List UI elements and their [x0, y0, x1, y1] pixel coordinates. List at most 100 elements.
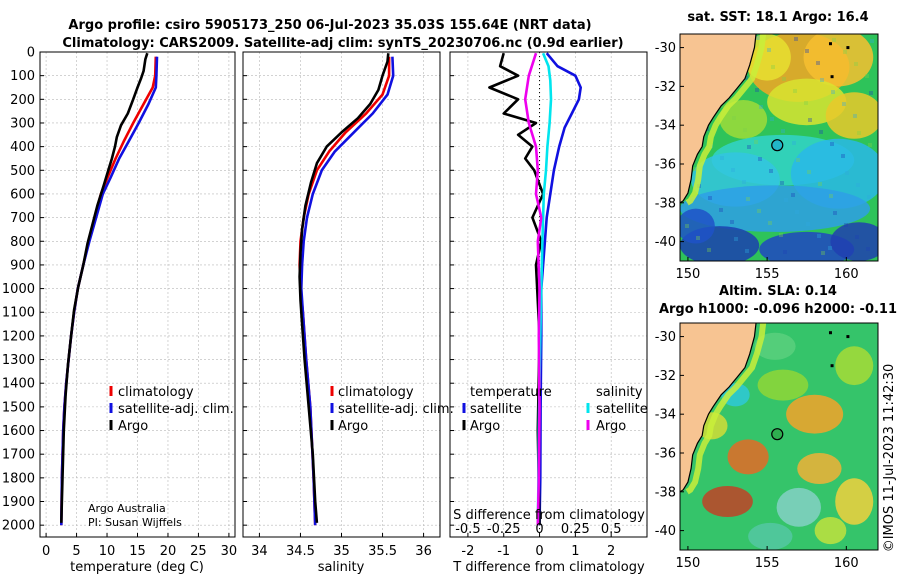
sst-patch	[680, 185, 871, 232]
sst-pixel	[806, 222, 810, 226]
float-marker	[771, 139, 784, 152]
map-y-tick-label: -30	[655, 41, 676, 56]
sst-pixel	[794, 37, 798, 41]
sst-pixel	[693, 167, 697, 171]
sst-pixel	[719, 208, 723, 212]
sst-pixel	[758, 157, 762, 161]
y-tick-label: 600	[10, 187, 35, 202]
sst-pixel	[830, 142, 834, 146]
sst-pixel	[768, 221, 772, 225]
sst-pixel	[804, 101, 808, 105]
sst-pixel	[867, 195, 871, 199]
map-y-tick-label: -32	[655, 369, 676, 384]
map-inner	[680, 323, 878, 550]
map-y-tick-label: -40	[655, 235, 676, 250]
x-tick-label: 35	[333, 544, 350, 559]
sla-map: 150 155 160 -30 -32 -34 -36 -38 -40	[655, 322, 879, 571]
sst-pixel	[805, 49, 809, 53]
sst-pixel	[844, 223, 848, 227]
sla-patch	[754, 332, 796, 360]
shelf-band	[685, 323, 767, 495]
x-tick-label: 1	[571, 544, 579, 559]
map-x-tick-label: 150	[676, 267, 701, 282]
sst-pixel	[793, 89, 797, 93]
temperature-xlabel: temperature (deg C)	[70, 560, 204, 575]
difference-xlabel-top: S difference from climatology	[453, 508, 645, 523]
x-tick-label: 20	[160, 544, 177, 559]
island-dot	[828, 42, 832, 46]
sla-patch	[748, 522, 793, 550]
sla-patch	[786, 394, 844, 434]
salinity-legend: climatology satellite-adj. clim. Argo	[330, 385, 454, 434]
y-tick-label: 1600	[2, 424, 35, 439]
y-tick-label: 1900	[2, 495, 35, 510]
salinity-xlabel: salinity	[318, 560, 365, 575]
sla-patch	[835, 346, 874, 386]
map-y-tick-label: -32	[655, 80, 676, 95]
sst-patch	[830, 222, 878, 261]
map-frame	[679, 322, 879, 551]
x-tick-label: 0	[535, 544, 543, 559]
x-top-tick-label: -0.25	[487, 522, 521, 537]
x-tick-label: 0	[42, 544, 50, 559]
sst-pixel	[866, 247, 870, 251]
float-marker	[771, 428, 784, 441]
sst-pixel	[681, 207, 685, 211]
legend-label-argo: Argo	[338, 419, 368, 434]
map-y-tick-label: -40	[655, 524, 676, 539]
sst-pixel	[745, 249, 749, 253]
sst-pixel	[856, 183, 860, 187]
sst-pixel	[808, 118, 812, 122]
sst-pixel	[759, 105, 763, 109]
sst-pixel	[696, 236, 700, 240]
legend-label-temp-argo: Argo	[470, 419, 500, 434]
sst-pixel	[796, 158, 800, 162]
y-tick-label: 800	[10, 235, 35, 250]
x-tick-label: 34	[251, 544, 268, 559]
y-tick-label: 900	[10, 258, 35, 273]
x-tick-label: 34.5	[286, 544, 315, 559]
map-y-tick-label: -36	[655, 446, 676, 461]
sla-patch	[757, 369, 809, 401]
grid	[243, 51, 440, 537]
x-tick-label: 35.5	[368, 544, 397, 559]
sst-patch	[803, 34, 874, 87]
ticks: 34 34.5 35 35.5 36	[243, 51, 432, 559]
sst-pixel	[734, 237, 738, 241]
difference-legend: temperature salinity satellite Argo sate…	[462, 385, 648, 434]
x-tick-label: 15	[129, 544, 146, 559]
island-dot	[846, 335, 850, 339]
ticks: 0100200300400500600700800900100011001200…	[2, 46, 237, 560]
x-tick-label: 5	[72, 544, 80, 559]
sst-pixel	[842, 102, 846, 106]
legend-title-temperature: temperature	[470, 385, 552, 400]
sst-pixel	[853, 114, 857, 118]
sst-pixel	[792, 141, 796, 145]
sst-pixel	[857, 131, 861, 135]
series-line-argo	[298, 53, 390, 523]
map-inner	[680, 34, 878, 261]
ticks: -2 -1 0 1 2 -0.5 -0.25 0 0.25 0.5	[450, 51, 622, 559]
sst-pixel	[845, 171, 849, 175]
sst-pixel	[791, 193, 795, 197]
sst-pixel	[685, 224, 689, 228]
map-y-tick-label: -36	[655, 157, 676, 172]
sst-pixel	[708, 196, 712, 200]
map-y-tick-label: -38	[655, 196, 676, 211]
legend-label-sal-satellite: satellite	[596, 402, 648, 417]
watermark: ©IMOS 11-Jul-2023 11:42:30	[882, 364, 897, 553]
legend-title-salinity: salinity	[596, 385, 643, 400]
temperature-legend: climatology satellite-adj. clim. Argo	[109, 385, 234, 434]
sst-pixel	[807, 170, 811, 174]
series-line-argo	[60, 52, 149, 523]
island-dot	[830, 75, 834, 79]
series-line-climatology	[60, 56, 158, 526]
sst-pixel	[732, 116, 736, 120]
sst-pixel	[833, 211, 837, 215]
series-group	[60, 52, 159, 526]
x-top-tick-label: -0.5	[455, 522, 480, 537]
y-tick-label: 1400	[2, 377, 35, 392]
series-line-satellite-adj-clim-	[60, 56, 159, 526]
title-line2: Climatology: CARS2009. Satellite-adj cli…	[62, 36, 623, 51]
